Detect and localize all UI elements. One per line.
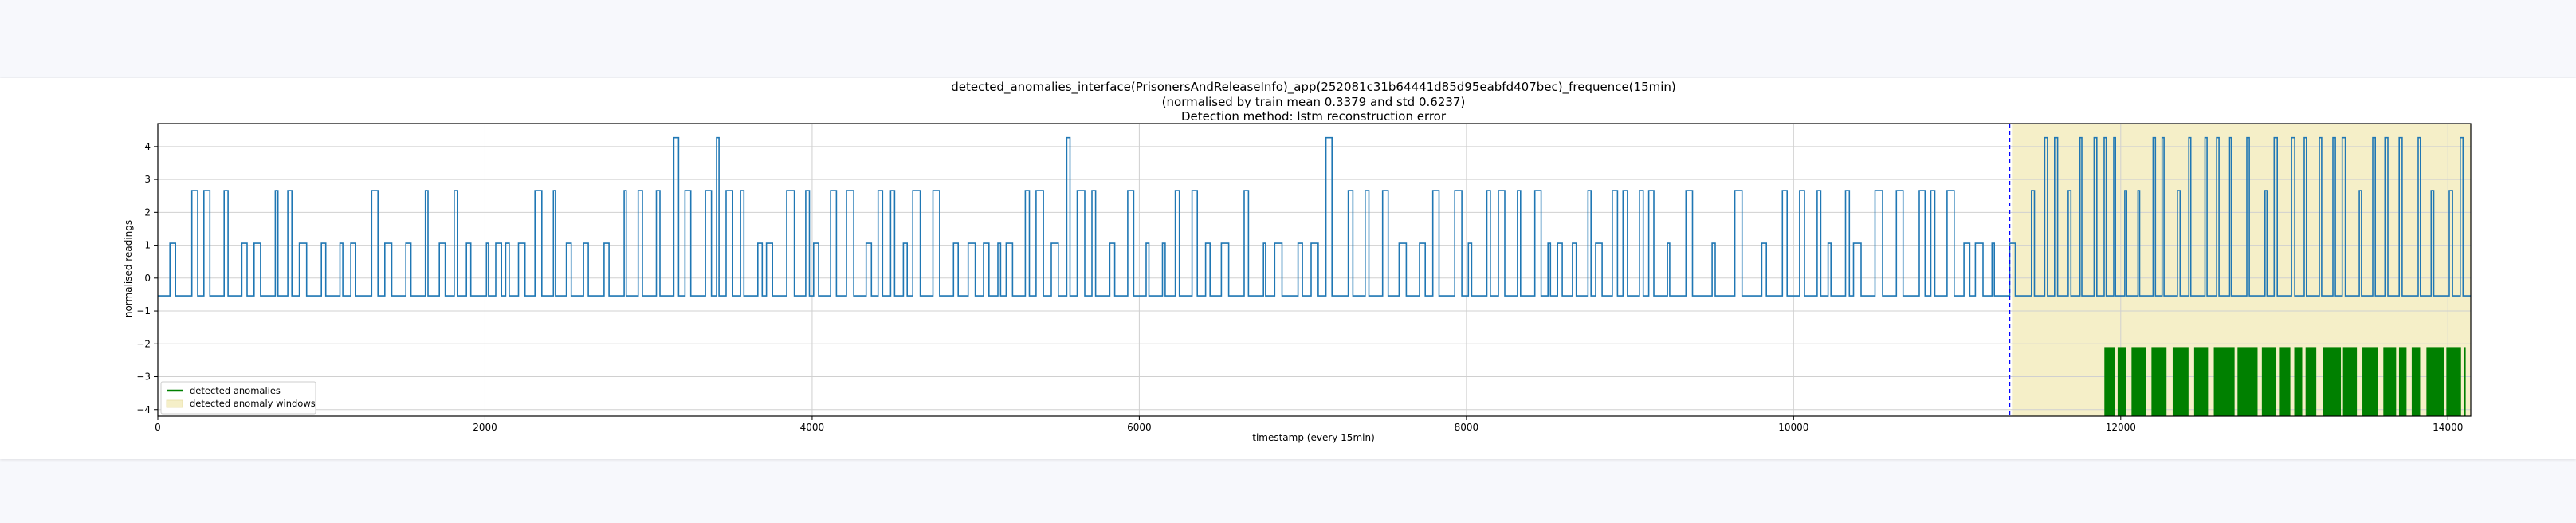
y-tick-label: 4 — [144, 141, 151, 152]
y-tick-label: −1 — [136, 305, 151, 317]
x-tick-label: 2000 — [473, 422, 497, 433]
anomaly-marker-bar — [2426, 347, 2444, 416]
legend-label-anomalies: detected anomalies — [190, 385, 281, 396]
y-tick-label: 2 — [144, 206, 151, 218]
anomaly-marker-bar — [2305, 347, 2317, 416]
anomaly-marker-bar — [2398, 347, 2407, 416]
x-tick-label: 6000 — [1127, 422, 1152, 433]
anomaly-marker-bar — [2446, 347, 2461, 416]
anomaly-marker-bar — [2342, 347, 2358, 416]
x-tick-label: 14000 — [2433, 422, 2463, 433]
chart-title: detected_anomalies_interface(PrisonersAn… — [951, 80, 1676, 124]
anomaly-marker-bar — [2117, 347, 2126, 416]
y-tick-label: 3 — [144, 174, 151, 185]
legend-swatch-windows — [166, 399, 183, 408]
anomaly-marker-bar — [2383, 347, 2397, 416]
anomaly-marker-bar — [2362, 347, 2378, 416]
y-ticks: −4 −3 −2 −1 0 1 2 3 4 — [136, 141, 158, 415]
top-band — [0, 0, 2576, 78]
grid-lines — [157, 124, 2471, 416]
anomaly-marker-bar — [2294, 347, 2303, 416]
anomaly-marker-bar — [2464, 347, 2466, 416]
y-tick-label: 0 — [144, 273, 151, 284]
chart-title-line-3: Detection method: lstm reconstruction er… — [1181, 109, 1447, 124]
anomaly-markers — [2104, 347, 2466, 416]
x-tick-label: 8000 — [1455, 422, 1479, 433]
y-axis-label: normalised readings — [123, 220, 134, 317]
anomaly-marker-bar — [2323, 347, 2342, 416]
x-ticks: 0 2000 4000 6000 8000 10000 12000 14000 — [155, 416, 2463, 433]
chart-title-line-1: detected_anomalies_interface(PrisonersAn… — [951, 80, 1676, 95]
anomaly-marker-bar — [2261, 347, 2277, 416]
legend: detected anomalies detected anomaly wind… — [160, 381, 316, 415]
legend-label-windows: detected anomaly windows — [190, 398, 316, 409]
y-tick-label: −3 — [136, 372, 151, 383]
anomaly-marker-bar — [2411, 347, 2421, 416]
plot-frame — [157, 123, 2472, 417]
y-tick-label: −2 — [136, 338, 151, 349]
anomaly-marker-bar — [2151, 347, 2167, 416]
x-axis-label: timestamp (every 15min) — [1252, 432, 1375, 443]
y-tick-label: 1 — [144, 240, 151, 251]
anomaly-marker-bar — [2193, 347, 2209, 416]
x-tick-label: 0 — [155, 422, 161, 433]
anomaly-marker-bar — [2131, 347, 2146, 416]
anomaly-marker-bar — [2213, 347, 2235, 416]
y-tick-label: −4 — [136, 404, 151, 415]
series-line — [157, 136, 2472, 297]
anomaly-marker-bar — [2237, 347, 2258, 416]
x-tick-label: 10000 — [1778, 422, 1808, 433]
chart-title-line-2: (normalised by train mean 0.3379 and std… — [1162, 95, 1466, 109]
legend-box — [160, 381, 316, 415]
anomaly-marker-bar — [2172, 347, 2189, 416]
anomaly-marker-bar — [2104, 347, 2115, 416]
x-tick-label: 12000 — [2106, 422, 2136, 433]
x-tick-label: 4000 — [800, 422, 825, 433]
anomaly-marker-bar — [2279, 347, 2291, 416]
